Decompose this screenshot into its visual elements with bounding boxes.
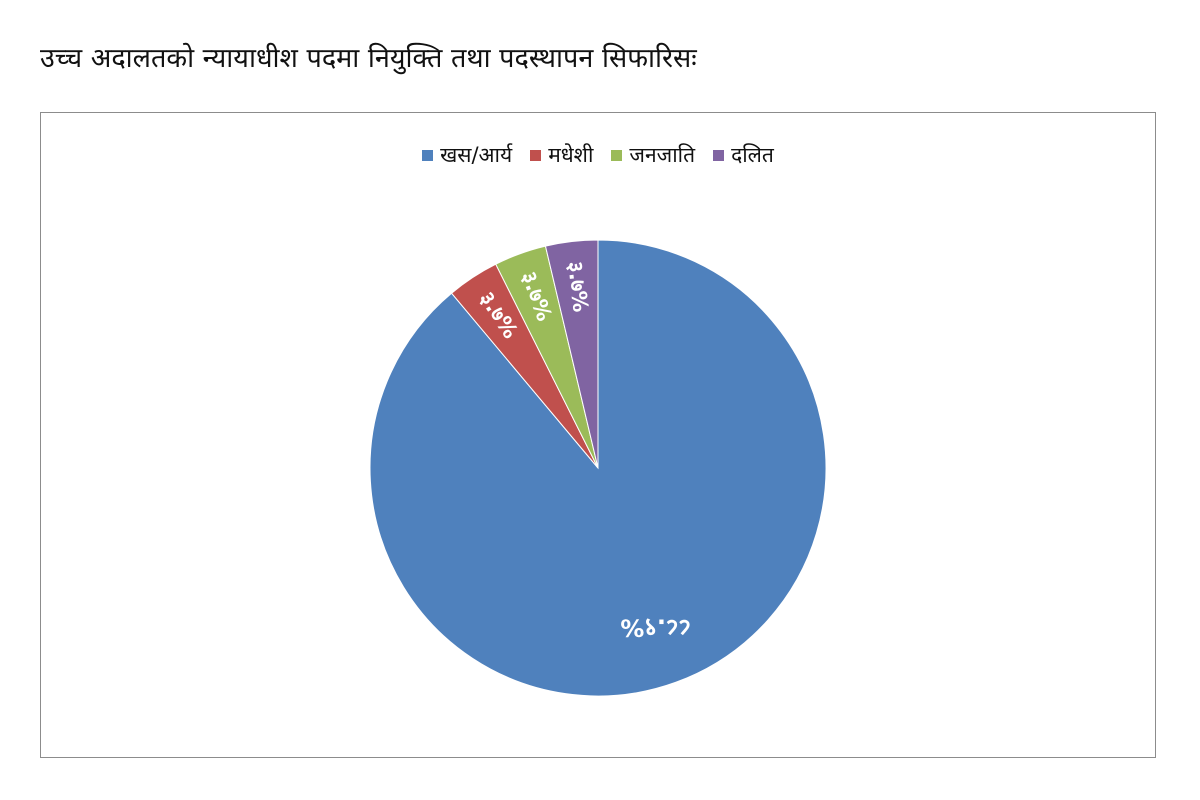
slice-label-khas-arya: ८८.९%: [620, 614, 691, 642]
legend-label-khas-arya: खस/आर्य: [440, 143, 513, 167]
chart-area: खस/आर्य मधेशी जनजाति दलित ८८.९% ३.७% ३.७% ३…: [40, 112, 1156, 758]
legend-swatch-dalit: [713, 149, 725, 161]
chart-legend: खस/आर्य मधेशी जनजाति दलित: [41, 141, 1155, 169]
legend-swatch-janajati: [611, 149, 623, 161]
slice-dalit: [544, 239, 599, 469]
legend-item-khas-arya: खस/आर्य: [422, 141, 512, 169]
legend-swatch-khas-arya: [422, 149, 434, 161]
legend-item-dalit: दलित: [713, 141, 774, 169]
slice-khas-arya: [369, 239, 827, 697]
legend-item-janajati: जनजाति: [611, 141, 695, 169]
pie-chart: ८८.९%३.७%३.७% ३.७%: [369, 239, 827, 697]
legend-item-madheshi: मधेशी: [530, 141, 593, 169]
legend-label-janajati: जनजाति: [629, 143, 696, 167]
legend-label-madheshi: मधेशी: [548, 143, 594, 167]
slice-label-dalit: ३.७%: [563, 260, 593, 313]
legend-swatch-madheshi: [530, 149, 542, 161]
legend-label-dalit: दलित: [731, 143, 774, 167]
page-title: उच्च अदालतको न्यायाधीश पदमा नियुक्ति तथा…: [40, 43, 697, 74]
